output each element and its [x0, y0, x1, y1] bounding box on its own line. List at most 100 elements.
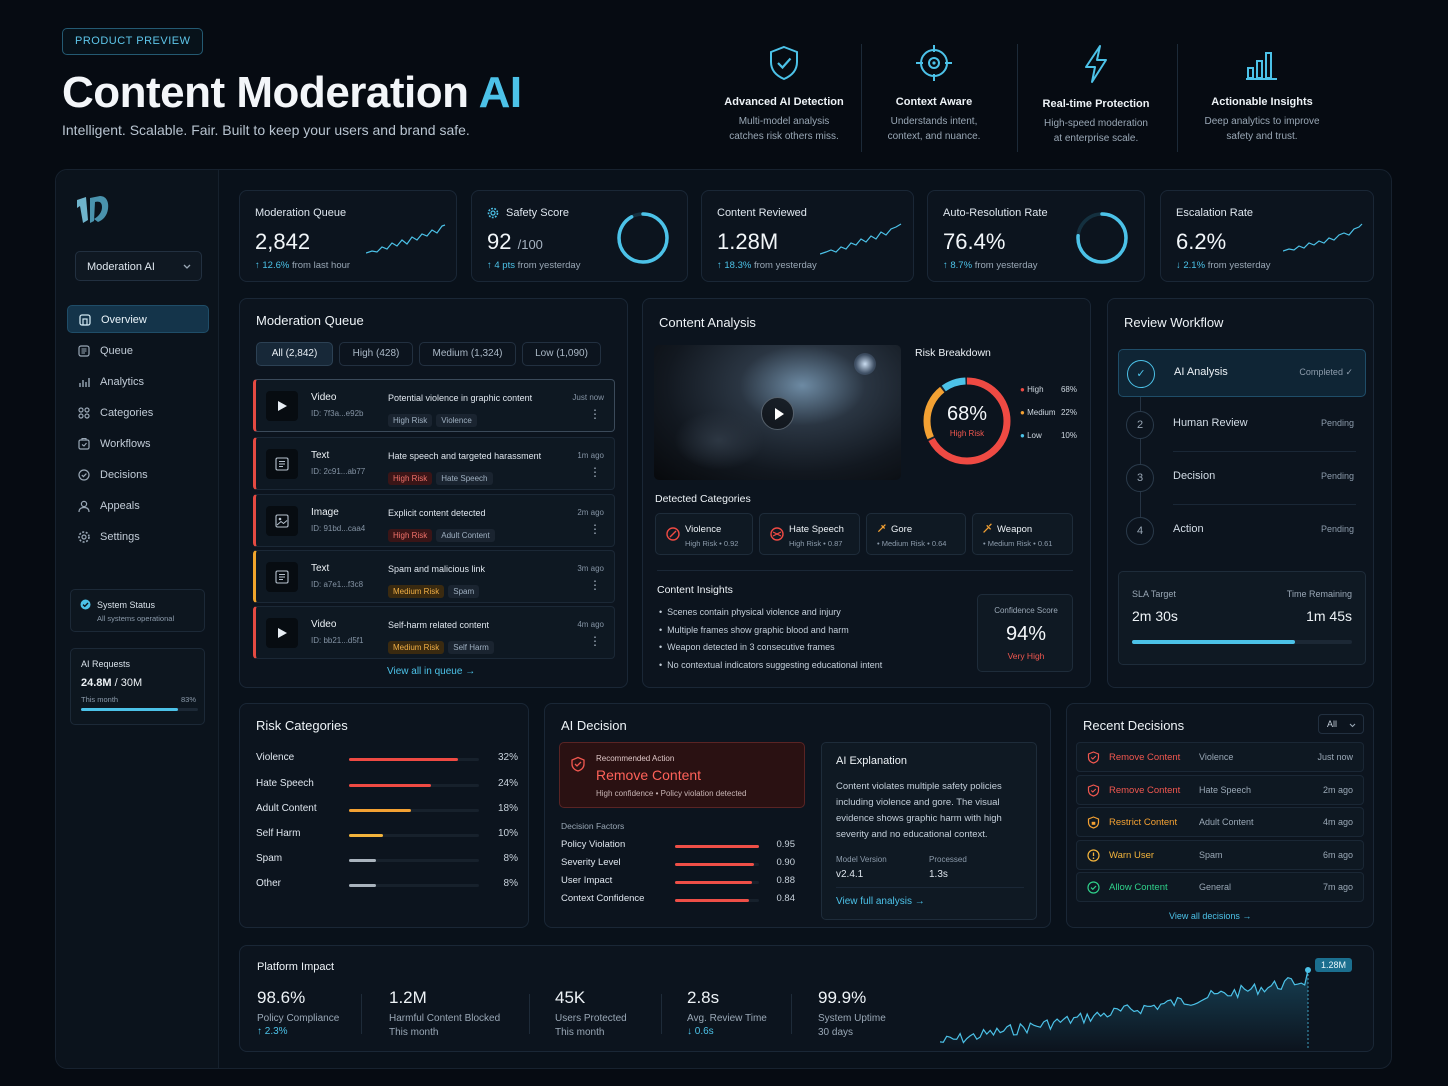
tab-all[interactable]: All (2,842)	[256, 342, 333, 366]
decision-action: Remove Content	[1109, 752, 1181, 763]
workflow-step-decision[interactable]: 3 Decision Pending	[1118, 454, 1366, 502]
recommended-action[interactable]: Recommended Action Remove Content High c…	[559, 742, 805, 808]
processed-label: Processed	[929, 855, 967, 864]
stat-content-reviewed[interactable]: Content Reviewed 1.28M ↑ 18.3% from yest…	[701, 190, 914, 282]
risk-badge: High Risk	[388, 529, 433, 542]
queue-row[interactable]: Text ID: 2c91...ab77 Hate speech and tar…	[253, 437, 615, 490]
category-badge: Self Harm	[448, 641, 494, 654]
sidebar-item-workflows[interactable]: Workflows	[67, 430, 209, 458]
queue-type: Text	[311, 563, 330, 574]
tab-high[interactable]: High (428)	[339, 342, 413, 366]
stat-value: 92 /100	[487, 229, 543, 255]
detected-gore[interactable]: Gore • Medium Risk • 0.64	[866, 513, 966, 555]
decision-category: General	[1199, 882, 1232, 892]
view-full-analysis-link[interactable]: View full analysis →	[836, 896, 925, 907]
workflow-step-action[interactable]: 4 Action Pending	[1118, 507, 1366, 555]
legend-name: Low	[1027, 431, 1042, 440]
sidebar-item-label: Queue	[100, 345, 134, 357]
risk-track	[349, 784, 479, 787]
detected-violence[interactable]: Violence High Risk • 0.92	[655, 513, 753, 555]
stat-safety-score[interactable]: Safety Score 92 /100 ↑ 4 pts from yester…	[471, 190, 688, 282]
feature-realtime: Real-time Protection High-speed moderati…	[1021, 44, 1171, 146]
more-icon[interactable]: ⋮	[589, 522, 601, 536]
play-button[interactable]	[761, 397, 794, 430]
sidebar-item-settings[interactable]: Settings	[67, 523, 209, 551]
queue-row[interactable]: Video ID: bb21...d5f1 Self-harm related …	[253, 606, 615, 659]
title-ai: AI	[478, 68, 523, 117]
queue-row[interactable]: Video ID: 7f3a...e92b Potential violence…	[253, 379, 615, 432]
impact-sub: ↑ 2.3%	[257, 1026, 288, 1037]
workflow-step-human[interactable]: 2 Human Review Pending	[1118, 401, 1366, 449]
detected-hate-speech[interactable]: Hate Speech High Risk • 0.87	[759, 513, 860, 555]
sidebar-item-appeals[interactable]: Appeals	[67, 492, 209, 520]
view-all-queue-link[interactable]: View all in queue →	[387, 666, 475, 677]
sidebar-item-overview[interactable]: Overview	[67, 305, 209, 333]
legend-name: High	[1027, 385, 1044, 394]
more-icon[interactable]: ⋮	[589, 578, 601, 592]
feature-title: Advanced AI Detection	[724, 96, 844, 108]
ai-requests-track	[81, 708, 198, 711]
legend-high: ● High 68%	[1020, 385, 1077, 394]
filter-select[interactable]: All	[1318, 714, 1364, 734]
decision-factor: User Impact 0.88	[561, 874, 795, 890]
queue-desc: Explicit content detected	[388, 508, 486, 518]
risk-badge: Medium Risk	[388, 641, 445, 654]
recent-decision-row[interactable]: Remove Content Violence Just now	[1076, 742, 1364, 772]
more-icon[interactable]: ⋮	[589, 465, 601, 479]
workflow-step-ai[interactable]: ✓ AI Analysis Completed ✓	[1118, 349, 1366, 397]
tab-low[interactable]: Low (1,090)	[522, 342, 601, 366]
ai-explanation: AI Explanation Content violates multiple…	[821, 742, 1037, 920]
processed-value: 1.3s	[929, 869, 948, 880]
view-all-decisions-link[interactable]: View all decisions →	[1169, 911, 1251, 921]
category-badge: Hate Speech	[436, 472, 493, 485]
queue-row[interactable]: Text ID: a7e1...f3c8 Spam and malicious …	[253, 550, 615, 603]
feature-divider	[1177, 44, 1178, 152]
sidebar-item-queue[interactable]: Queue	[67, 337, 209, 365]
recent-decision-row[interactable]: Allow Content General 7m ago	[1076, 872, 1364, 902]
tab-medium[interactable]: Medium (1,324)	[419, 342, 516, 366]
stat-moderation-queue[interactable]: Moderation Queue 2,842 ↑ 12.6% from last…	[239, 190, 457, 282]
recent-decision-row[interactable]: Warn User Spam 6m ago	[1076, 840, 1364, 870]
auto-resolution-ring	[1076, 212, 1128, 264]
risk-seg-high	[923, 377, 1011, 465]
video-preview[interactable]	[654, 345, 901, 480]
recent-decision-row[interactable]: Remove Content Hate Speech 2m ago	[1076, 775, 1364, 805]
risk-pct: 10%	[497, 828, 518, 839]
queue-id: ID: bb21...d5f1	[311, 636, 364, 645]
risk-fill	[349, 884, 377, 887]
ai-decision-card: AI Decision Recommended Action Remove Co…	[544, 703, 1051, 928]
sidebar-item-analytics[interactable]: Analytics	[67, 368, 209, 396]
step-status: Completed ✓	[1299, 367, 1353, 377]
factor-track	[675, 899, 759, 902]
video-shadow	[674, 410, 764, 470]
divider	[791, 994, 792, 1034]
more-icon[interactable]: ⋮	[589, 634, 601, 648]
detected-weapon[interactable]: Weapon • Medium Risk • 0.61	[972, 513, 1073, 555]
stat-escalation-rate[interactable]: Escalation Rate 6.2% ↓ 2.1% from yesterd…	[1160, 190, 1374, 282]
system-status: System Status All systems operational	[70, 589, 205, 632]
shield-check-icon	[1087, 784, 1100, 797]
rec-value: Remove Content	[596, 767, 702, 783]
risk-badge: High Risk	[388, 472, 433, 485]
category-badge: Violence	[436, 414, 477, 427]
chevron-down-icon	[183, 264, 191, 269]
more-icon[interactable]: ⋮	[589, 407, 601, 421]
stat-value: 6.2%	[1176, 229, 1227, 254]
warning-icon	[1087, 849, 1100, 862]
title-main: Content Moderation	[62, 68, 469, 117]
sidebar-item-label: Overview	[101, 314, 147, 326]
recent-decision-row[interactable]: Restrict Content Adult Content 4m ago	[1076, 807, 1364, 837]
impact-value: 98.6%	[257, 988, 306, 1007]
feature-desc: context, and nuance.	[887, 131, 981, 142]
stat-auto-resolution[interactable]: Auto-Resolution Rate 76.4% ↑ 8.7% from y…	[927, 190, 1145, 282]
queue-type: Video	[311, 392, 337, 403]
queue-row[interactable]: Image ID: 91bd...caa4 Explicit content d…	[253, 494, 615, 547]
system-status-sub: All systems operational	[97, 614, 175, 623]
step-status: Pending	[1320, 471, 1354, 481]
sidebar-item-categories[interactable]: Categories	[67, 399, 209, 427]
sidebar-item-decisions[interactable]: Decisions	[67, 461, 209, 489]
view-all-decisions-label: View all decisions	[1169, 911, 1240, 921]
workspace-select[interactable]: Moderation AI	[75, 251, 202, 281]
sparkline-moderation	[366, 224, 446, 254]
queue-time: 1m ago	[577, 451, 604, 460]
